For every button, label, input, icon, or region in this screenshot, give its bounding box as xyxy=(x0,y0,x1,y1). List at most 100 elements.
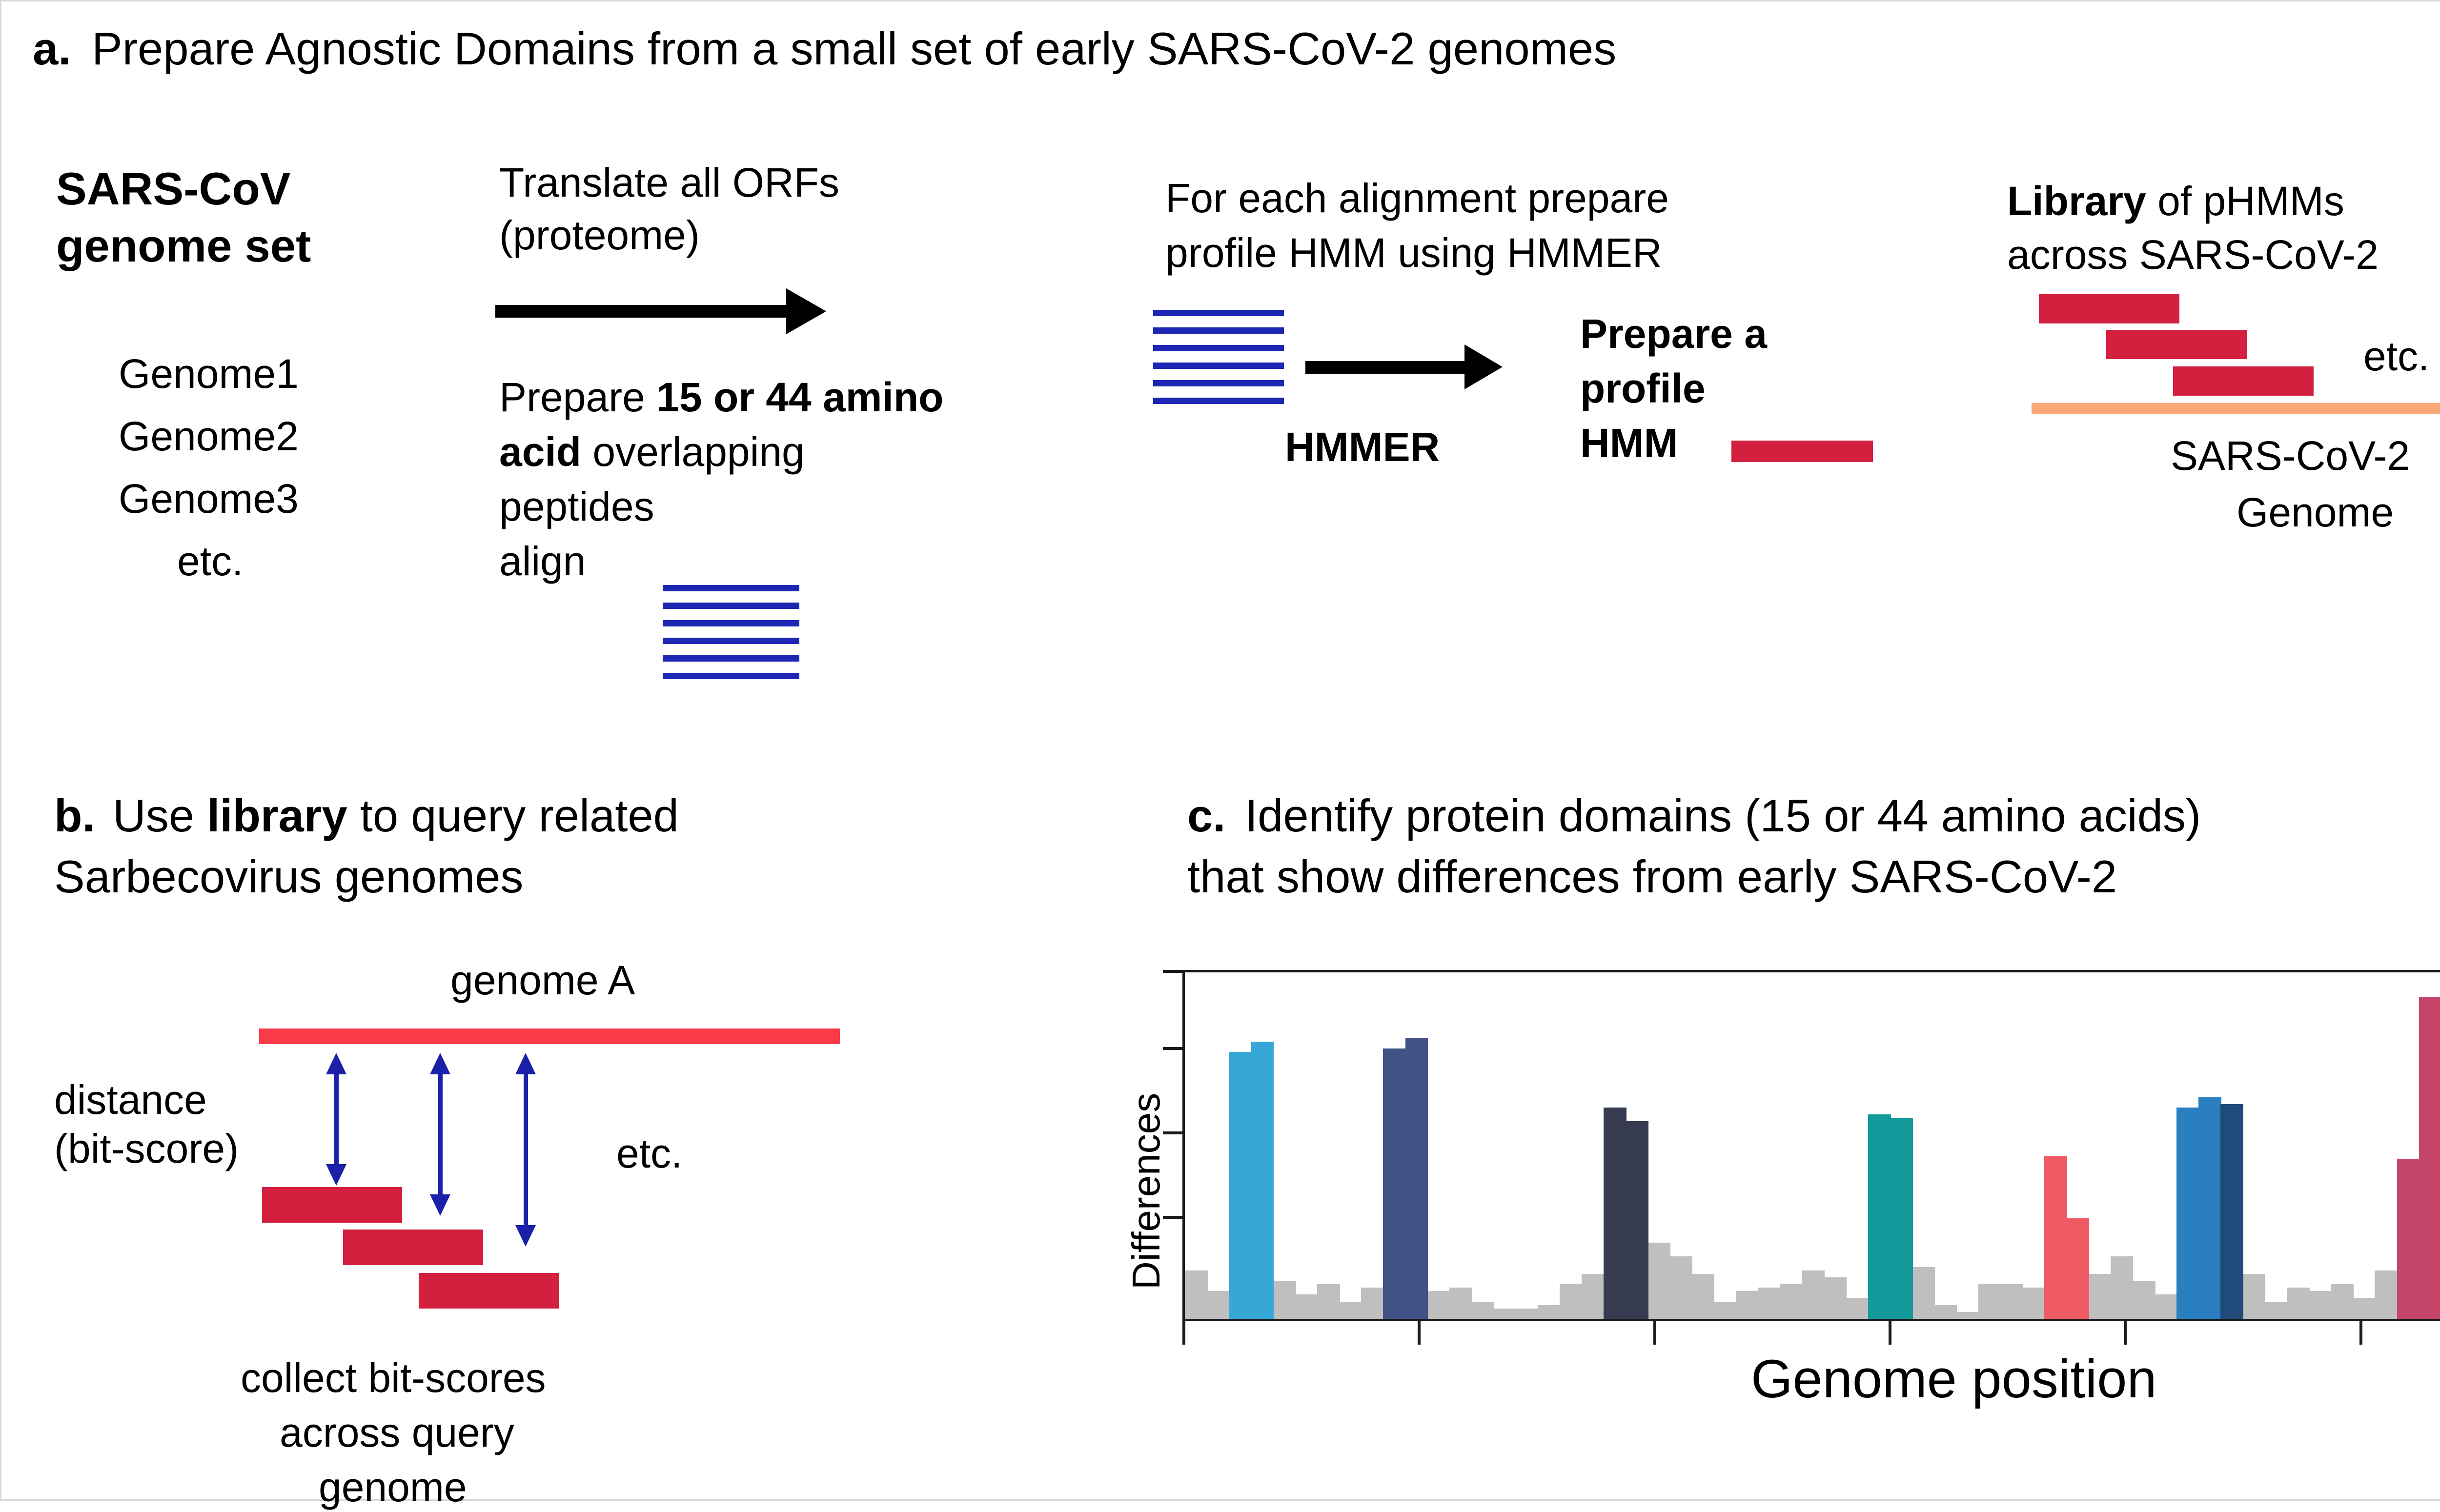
chart-bar xyxy=(2353,1298,2376,1319)
library-line2: across SARS-CoV-2 xyxy=(2007,232,2379,278)
genome-set-title-line2: genome set xyxy=(56,220,311,271)
query-hit-block-1 xyxy=(262,1187,402,1223)
chart-bar xyxy=(2308,1291,2332,1319)
genome-set-title-line1: SARS-CoV xyxy=(56,163,291,214)
hmmer-out-line2: profile xyxy=(1580,365,1706,411)
chart-bar xyxy=(2419,996,2440,1319)
chart-bar xyxy=(2198,1097,2222,1319)
chart-bar xyxy=(1713,1301,1737,1319)
prepare-prefix: Prepare xyxy=(499,374,657,420)
genome-item-etc: etc. xyxy=(177,538,244,584)
chart-bar xyxy=(1229,1052,1252,1319)
distance-arrow-1-shaft xyxy=(334,1065,339,1172)
distance-label-line1: distance xyxy=(54,1077,207,1123)
genome-a-bar xyxy=(259,1028,840,1044)
library-bold: Library xyxy=(2007,178,2146,224)
distance-arrow-1-down-icon xyxy=(326,1164,346,1186)
chart-plot-area xyxy=(1185,972,2440,1319)
library-genome-line2: Genome xyxy=(2237,489,2394,535)
chart-bar xyxy=(1890,1118,1913,1319)
distance-label-line2: (bit-score) xyxy=(54,1126,239,1171)
chart-bar xyxy=(2286,1288,2310,1319)
genome-item-2: Genome2 xyxy=(119,413,299,459)
chart-bar xyxy=(2375,1270,2398,1319)
distance-arrow-2-shaft xyxy=(438,1065,443,1203)
chart-bar xyxy=(1471,1301,1494,1319)
prepare-peptides-line1: Prepare 15 or 44 amino xyxy=(499,372,943,422)
chart-bar xyxy=(1868,1114,1891,1319)
chart-bar xyxy=(1317,1284,1340,1319)
chart-bar xyxy=(1691,1273,1715,1319)
chart-bar xyxy=(2066,1218,2090,1319)
panel-b-caption-line2: across query xyxy=(280,1410,514,1455)
chart-bar xyxy=(2154,1294,2177,1319)
library-hmm-block-3 xyxy=(2173,366,2314,396)
chart-x-tick xyxy=(2124,1321,2127,1345)
chart-bar xyxy=(1669,1256,1693,1319)
chart-y-tick xyxy=(1163,970,1185,973)
chart-bar xyxy=(2000,1284,2023,1319)
chart-bar xyxy=(1185,1270,1208,1319)
panel-b-heading-pre: Use xyxy=(113,790,207,841)
chart-bar xyxy=(1581,1273,1605,1319)
chart-bar xyxy=(2022,1288,2045,1319)
chart-bar xyxy=(2044,1156,2067,1319)
chart-y-tick xyxy=(1163,1216,1185,1219)
genome-item-1: Genome1 xyxy=(119,351,299,397)
chart-bar xyxy=(1383,1048,1406,1319)
chart-bar xyxy=(1449,1288,1472,1319)
hmmer-tool-label: HMMER xyxy=(1285,424,1440,470)
chart-bar xyxy=(1559,1284,1583,1319)
chart-bar xyxy=(1251,1042,1274,1319)
panel-a-heading: Prepare Agnostic Domains from a small se… xyxy=(92,23,1617,74)
prepare-suffix: overlapping xyxy=(581,429,805,475)
translate-line1: Translate all ORFs xyxy=(499,160,840,205)
chart-bar xyxy=(2132,1280,2155,1319)
chart-bar xyxy=(1802,1270,1825,1319)
chart-x-tick xyxy=(1182,1321,1185,1345)
differences-bar-chart xyxy=(1182,970,2440,1321)
chart-bar xyxy=(2110,1256,2134,1319)
panel-c-heading-line2: that show differences from early SARS-Co… xyxy=(1187,851,2117,902)
chart-bar xyxy=(2331,1284,2354,1319)
translate-arrow-shaft xyxy=(495,305,788,318)
prepare-bold-2: acid xyxy=(499,429,582,475)
chart-bar xyxy=(2242,1273,2266,1319)
library-rest: of pHMMs xyxy=(2146,178,2344,224)
genome-a-label: genome A xyxy=(450,957,635,1003)
chart-bar xyxy=(1758,1288,1781,1319)
panel-b-heading-line2: Sarbecovirus genomes xyxy=(54,851,524,902)
panel-c-label: c. xyxy=(1187,790,1226,841)
chart-bar xyxy=(1626,1121,1648,1319)
panel-b-caption-line1: collect bit-scores xyxy=(241,1355,546,1401)
prepare-bold: 15 or 44 amino xyxy=(656,374,944,420)
chart-x-tick xyxy=(2359,1321,2362,1345)
profile-hmm-block xyxy=(1731,441,1873,462)
chart-bar xyxy=(1273,1280,1296,1319)
query-hit-block-2 xyxy=(343,1230,483,1265)
chart-y-tick xyxy=(1163,1047,1185,1050)
library-hmm-block-1 xyxy=(2039,294,2179,323)
chart-bar xyxy=(1978,1284,2001,1319)
chart-bar xyxy=(1515,1308,1539,1319)
hmmer-line1: For each alignment prepare xyxy=(1165,175,1669,221)
panel-b-caption-line3: genome xyxy=(319,1464,467,1510)
chart-bar xyxy=(1780,1284,1803,1319)
chart-bar xyxy=(1339,1301,1362,1319)
chart-bar xyxy=(2088,1273,2112,1319)
chart-bar xyxy=(1493,1308,1517,1319)
prepare-peptides-line2: acid overlapping xyxy=(499,427,805,477)
hmmer-out-line3: HMM xyxy=(1580,420,1678,466)
chart-x-tick xyxy=(1418,1321,1421,1345)
query-hit-block-3 xyxy=(419,1273,559,1309)
hmmer-line2: profile HMM using HMMER xyxy=(1165,230,1662,276)
chart-bar xyxy=(2220,1104,2244,1319)
chart-x-axis-label: Genome position xyxy=(1751,1349,2157,1409)
panel-b-label: b. xyxy=(54,790,95,841)
chart-x-tick xyxy=(1653,1321,1656,1345)
chart-bar xyxy=(1846,1298,1869,1319)
library-genome-line1: SARS-CoV-2 xyxy=(2171,433,2410,479)
sars-cov-2-genome-bar xyxy=(2032,403,2440,414)
chart-bar xyxy=(1956,1311,1979,1319)
